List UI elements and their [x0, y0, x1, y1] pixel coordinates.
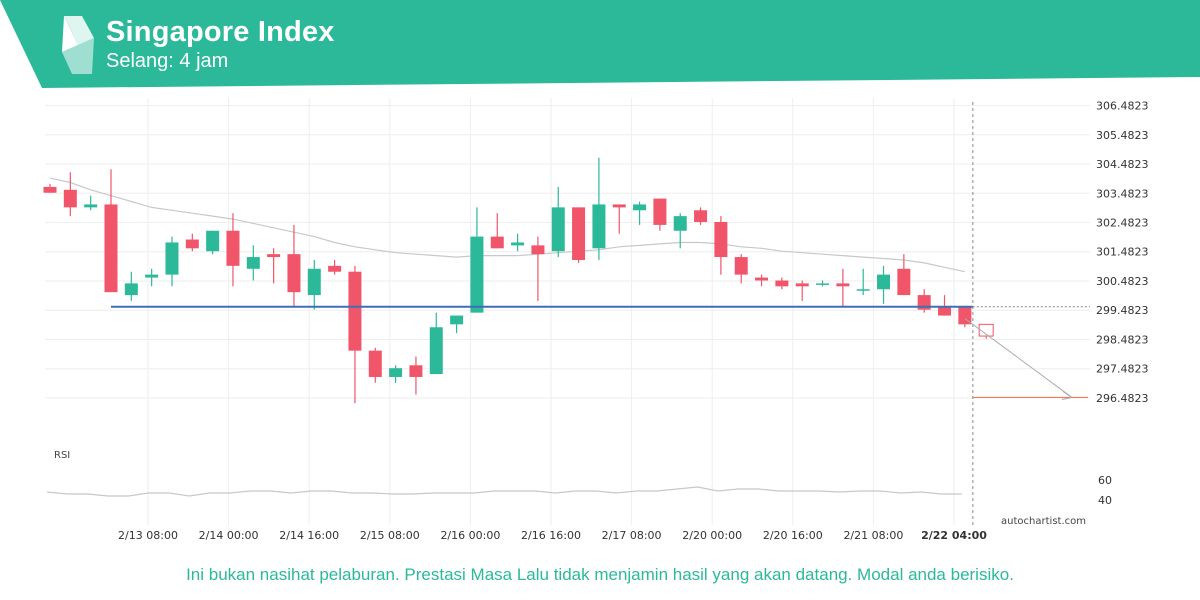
candle-body [836, 283, 850, 287]
candle-body [409, 365, 423, 377]
annotations-layer [110, 102, 1090, 528]
candle-body [633, 204, 647, 211]
y-tick-label: 299.4823 [1096, 304, 1149, 317]
candle-body [592, 204, 606, 249]
candle-body [612, 204, 626, 208]
candle-body [307, 268, 321, 296]
forecast-arrow-head [1061, 391, 1074, 400]
x-tick-label: 2/22 04:00 [921, 529, 987, 542]
x-tick-label: 2/17 08:00 [602, 529, 662, 542]
rsi-tick-label: 40 [1098, 494, 1112, 507]
candle-body [511, 242, 525, 246]
x-tick-label: 2/16 00:00 [440, 529, 500, 542]
disclaimer-text: Ini bukan nasihat pelaburan. Prestasi Ma… [186, 565, 1014, 584]
candle-body [267, 254, 281, 258]
y-tick-label: 302.4823 [1096, 216, 1149, 229]
candle-body [653, 198, 667, 225]
rsi-layer: RSI 60 40 [46, 450, 1112, 507]
candle-body [185, 239, 199, 249]
candle-body [755, 277, 769, 281]
chart-title: Singapore Index [106, 16, 335, 48]
candle-body [470, 236, 484, 313]
candle-body [673, 216, 687, 231]
axes-layer: 306.4823 305.4823 304.4823 303.4823 302.4823… [118, 100, 1148, 542]
candle-body [897, 268, 911, 296]
candle-body [328, 265, 342, 272]
candle-body [775, 280, 789, 287]
candle-body [84, 204, 98, 208]
candle-body [124, 283, 138, 296]
candle-body [856, 289, 870, 291]
rsi-tick-label: 60 [1098, 474, 1112, 487]
candles-layer [43, 157, 972, 404]
candle-body [43, 186, 57, 193]
candle-body [145, 274, 159, 278]
candle-body [287, 254, 301, 293]
rsi-line [46, 486, 962, 497]
candle-body [490, 236, 504, 249]
y-tick-label: 306.4823 [1096, 100, 1149, 113]
candle-body [348, 271, 362, 351]
y-tick-label: 303.4823 [1096, 187, 1149, 200]
autochartist-logo-icon [62, 16, 94, 74]
candle-body [226, 230, 240, 266]
header-banner [0, 0, 1200, 88]
moving-average-line [49, 177, 965, 273]
rsi-label: RSI [54, 450, 70, 461]
candle-body [450, 315, 464, 325]
y-tick-label: 298.4823 [1096, 333, 1149, 346]
y-tick-label: 301.4823 [1096, 246, 1149, 259]
y-tick-label: 305.4823 [1096, 129, 1149, 142]
candle-body [368, 350, 382, 377]
candle-body [795, 283, 809, 287]
candle-body [206, 230, 220, 252]
candle-body [551, 207, 565, 252]
y-tick-label: 300.4823 [1096, 275, 1149, 288]
candle-body [572, 207, 586, 260]
y-tick-label: 296.4823 [1096, 392, 1149, 405]
chart-subtitle: Selang: 4 jam [106, 50, 229, 72]
x-tick-label: 2/20 16:00 [763, 529, 823, 542]
forecast-arrow-line [964, 318, 1073, 398]
x-tick-label: 2/14 16:00 [279, 529, 339, 542]
candle-body [958, 306, 972, 325]
candle-body [429, 327, 443, 375]
candle-body [531, 245, 545, 255]
chart-grid [45, 98, 1090, 525]
candle-body [877, 274, 891, 290]
x-tick-label: 2/20 00:00 [682, 529, 742, 542]
candlestick-chart: RSI 60 40 306.4823 305.4823 304.4823 303.4823… [43, 98, 1149, 542]
x-tick-label: 2/21 08:00 [843, 529, 903, 542]
candle-body [816, 283, 830, 285]
candle-body [714, 221, 728, 258]
moving-average-layer [49, 177, 965, 273]
candle-body [165, 242, 179, 275]
watermark-text: autochartist.com [1001, 516, 1086, 527]
x-tick-label: 2/16 16:00 [521, 529, 581, 542]
y-tick-label: 297.4823 [1096, 363, 1149, 376]
candle-body [694, 210, 708, 222]
candle-body [734, 257, 748, 275]
y-tick-label: 304.4823 [1096, 158, 1149, 171]
x-tick-label: 2/15 08:00 [360, 529, 420, 542]
projected-candle-body [978, 323, 994, 337]
x-tick-label: 2/14 00:00 [199, 529, 259, 542]
candle-body [389, 368, 403, 377]
candle-body [104, 204, 118, 293]
x-tick-label: 2/13 08:00 [118, 529, 178, 542]
candle-body [63, 189, 77, 208]
candle-body [938, 306, 952, 316]
candle-body [246, 257, 260, 269]
